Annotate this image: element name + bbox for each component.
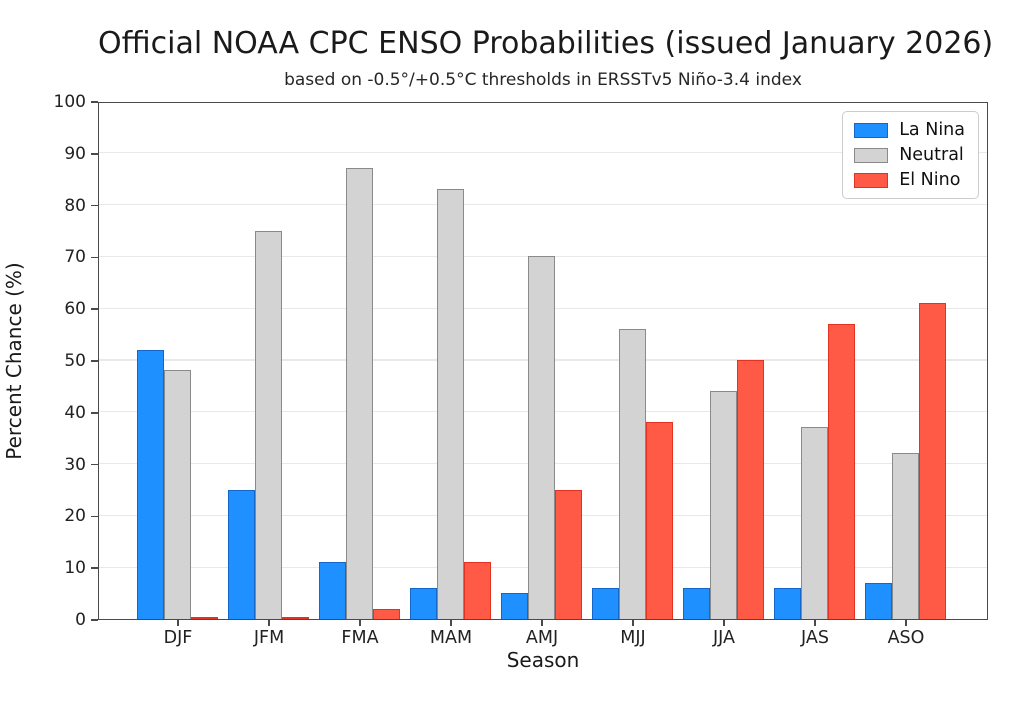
legend-label-el-nino: El Nino	[899, 170, 961, 190]
bar-neutral-djf	[163, 370, 191, 619]
y-tickmark	[91, 412, 98, 414]
x-tick-label-jja: JJA	[713, 628, 735, 648]
bar-el-nino-jas	[827, 323, 855, 619]
x-tick-label-amj: AMJ	[525, 628, 559, 648]
bar-group-jfm	[227, 230, 309, 619]
x-tickmark	[814, 620, 816, 626]
y-tick-label-70: 70	[64, 247, 86, 268]
bar-la-nina-amj	[500, 593, 528, 619]
legend-label-la-nina: La Nina	[899, 120, 965, 140]
bar-neutral-aso	[891, 453, 919, 619]
gridline-90	[99, 152, 987, 154]
bar-group-djf	[136, 349, 218, 619]
y-axis-label: Percent Chance (%)	[2, 262, 26, 460]
bar-el-nino-aso	[918, 303, 946, 619]
x-tick-label-mam: MAM	[429, 628, 473, 648]
x-tickmark	[268, 620, 270, 626]
chart-title: Official NOAA CPC ENSO Probabilities (is…	[98, 26, 994, 61]
y-tickmark	[91, 308, 98, 310]
x-tickmark	[450, 620, 452, 626]
y-tick-label-80: 80	[64, 195, 86, 216]
bar-la-nina-jas	[773, 587, 801, 619]
x-tick-label-fma: FMA	[341, 628, 379, 648]
gridline-80	[99, 204, 987, 206]
x-tick-label-mjj: MJJ	[620, 628, 646, 648]
bar-la-nina-mjj	[591, 587, 619, 619]
legend-swatch-neutral	[854, 147, 889, 163]
y-tick-label-40: 40	[64, 402, 86, 423]
y-tickmark	[91, 204, 98, 207]
x-tickmark	[359, 620, 361, 626]
legend-item-la-nina: La Nina	[854, 121, 965, 139]
bar-el-nino-mam	[463, 562, 491, 619]
bar-el-nino-mjj	[645, 422, 673, 619]
bar-el-nino-fma	[372, 608, 400, 619]
legend-item-neutral: Neutral	[854, 146, 965, 164]
bar-group-jas	[773, 323, 855, 619]
y-tickmark	[91, 515, 98, 518]
y-tickmark	[91, 619, 98, 621]
bar-el-nino-jfm	[281, 616, 309, 619]
x-tickmark	[905, 620, 907, 626]
y-tickmark	[91, 463, 98, 466]
chart-subtitle: based on -0.5°/+0.5°C thresholds in ERSS…	[284, 70, 802, 90]
y-tick-label-20: 20	[64, 506, 86, 527]
y-tickmark	[91, 101, 98, 103]
bar-neutral-mam	[436, 189, 464, 619]
y-tick-label-100: 100	[53, 92, 86, 112]
x-tickmark	[541, 620, 543, 626]
bar-neutral-fma	[345, 168, 373, 619]
bar-la-nina-aso	[864, 582, 892, 619]
bar-la-nina-jja	[682, 587, 710, 619]
x-tickmark	[177, 620, 179, 626]
y-tickmark	[91, 256, 98, 259]
bar-group-jja	[682, 360, 764, 619]
legend-label-neutral: Neutral	[899, 145, 964, 165]
legend-swatch-el-nino	[854, 172, 889, 188]
x-tick-label-aso: ASO	[887, 628, 925, 648]
x-tick-label-jas: JAS	[801, 628, 829, 648]
bar-neutral-jfm	[254, 230, 282, 619]
bar-group-mjj	[591, 328, 673, 619]
y-tickmark	[91, 153, 98, 155]
bar-el-nino-djf	[190, 616, 218, 619]
y-tick-label-30: 30	[64, 454, 86, 475]
y-tickmark	[91, 360, 98, 362]
bar-el-nino-jja	[736, 360, 764, 619]
bar-la-nina-fma	[318, 562, 346, 619]
y-tick-label-60: 60	[64, 299, 86, 320]
bar-group-mam	[409, 189, 491, 619]
legend-swatch-la-nina	[854, 122, 889, 138]
y-tick-label-90: 90	[64, 143, 86, 164]
y-tick-label-10: 10	[64, 558, 86, 579]
x-tick-label-djf: DJF	[163, 628, 193, 648]
bar-neutral-jja	[709, 391, 737, 619]
y-tick-label-50: 50	[64, 351, 86, 371]
bar-la-nina-mam	[409, 587, 437, 619]
bar-el-nino-amj	[554, 489, 582, 619]
legend: La Nina Neutral El Nino	[842, 111, 979, 199]
legend-item-el-nino: El Nino	[854, 171, 965, 189]
bar-group-aso	[864, 303, 946, 619]
bar-neutral-mjj	[618, 328, 646, 619]
y-tickmark	[91, 567, 98, 569]
x-axis-label: Season	[506, 648, 580, 672]
bar-neutral-jas	[800, 427, 828, 619]
bar-neutral-amj	[527, 256, 555, 619]
plot-area: La Nina Neutral El Nino	[98, 102, 988, 620]
bar-la-nina-djf	[136, 349, 164, 619]
y-tick-label-0: 0	[75, 610, 86, 630]
x-tick-label-jfm: JFM	[253, 628, 285, 648]
bar-la-nina-jfm	[227, 489, 255, 619]
x-tickmark	[632, 620, 634, 626]
x-tickmark	[723, 620, 725, 626]
bar-group-fma	[318, 168, 400, 619]
bar-group-amj	[500, 256, 582, 619]
